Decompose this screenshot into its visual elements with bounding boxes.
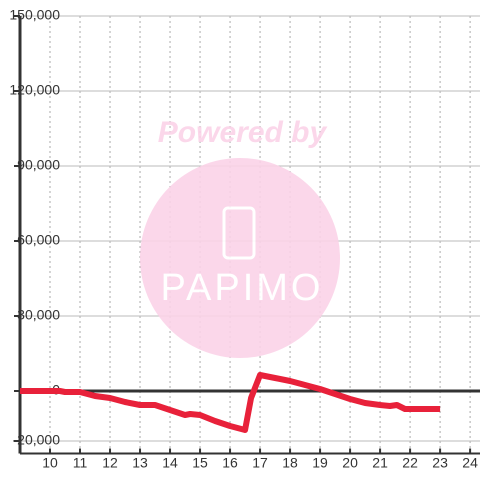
watermark-logo: PAPIMO	[161, 267, 324, 309]
y-tick-label: 30,000	[17, 307, 60, 323]
y-tick-label: -20,000	[13, 432, 61, 448]
x-tick-label: 24	[462, 455, 478, 471]
x-tick-label: 15	[192, 455, 208, 471]
x-tick-label: 23	[432, 455, 448, 471]
x-tick-label: 19	[312, 455, 328, 471]
watermark-icon	[222, 206, 256, 260]
y-tick-label: 120,000	[9, 82, 60, 98]
x-tick-label: 10	[42, 455, 58, 471]
x-tick-label: 21	[372, 455, 388, 471]
x-tick-label: 20	[342, 455, 358, 471]
line-series	[20, 372, 441, 433]
watermark: Powered by PAPIMO	[140, 116, 340, 358]
x-tick-label: 16	[222, 455, 238, 471]
y-tick-label: 90,000	[17, 157, 60, 173]
y-tick-label: 150,000	[9, 7, 60, 23]
x-tick-label: 13	[132, 455, 148, 471]
watermark-text: Powered by	[158, 116, 328, 149]
x-tick-label: 14	[162, 455, 178, 471]
x-tick-label: 11	[73, 455, 88, 471]
x-tick-label: 18	[282, 455, 298, 471]
x-tick-label: 17	[252, 455, 268, 471]
y-tick-label: 60,000	[17, 232, 60, 248]
x-tick-label: 12	[102, 455, 118, 471]
x-tick-label: 22	[402, 455, 418, 471]
